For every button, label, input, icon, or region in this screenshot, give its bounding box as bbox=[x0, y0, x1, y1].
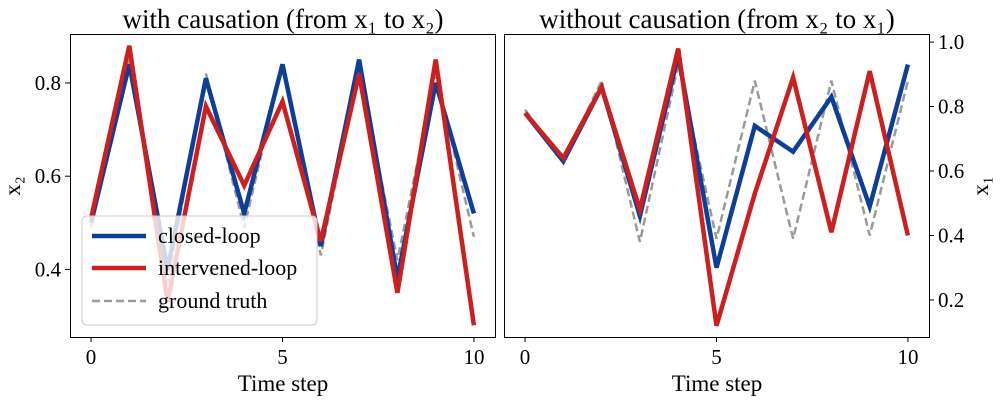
left-x-axis-label: Time step bbox=[238, 371, 329, 396]
left-y-tick-label: 0.8 bbox=[35, 71, 61, 95]
right-chart-panel: without causation (from x₂ to x₁) Time s… bbox=[504, 4, 993, 396]
left-x-tick-label: 10 bbox=[463, 345, 484, 369]
left-y-tick-label: 0.4 bbox=[35, 257, 62, 281]
right-ticks: 0 5 10 0.2 0.4 0.6 0.8 1.0 bbox=[520, 30, 965, 369]
left-y-axis-label: x₂ bbox=[0, 176, 25, 196]
right-y-tick-label: 0.4 bbox=[938, 223, 965, 247]
left-ticks: 0 5 10 0.4 0.6 0.8 bbox=[35, 71, 485, 369]
right-x-tick-label: 0 bbox=[520, 345, 531, 369]
legend-label-ground-truth: ground truth bbox=[158, 288, 267, 313]
left-x-tick-label: 5 bbox=[277, 345, 288, 369]
right-y-tick-label: 0.2 bbox=[938, 288, 964, 312]
right-series-intervened-loop-line bbox=[523, 47, 911, 327]
right-x-tick-label: 5 bbox=[711, 345, 722, 369]
left-y-tick-label: 0.6 bbox=[35, 164, 61, 188]
right-y-tick-label: 0.8 bbox=[938, 95, 964, 119]
left-x-tick-label: 0 bbox=[86, 345, 97, 369]
right-y-axis-label: x₁ bbox=[968, 176, 993, 196]
left-chart-panel: with causation (from x₁ to x₂) Time step… bbox=[0, 4, 496, 396]
right-plot-area bbox=[523, 47, 911, 327]
legend-box bbox=[81, 215, 318, 326]
legend-label-closed-loop: closed-loop bbox=[158, 223, 261, 248]
right-x-tick-label: 10 bbox=[897, 345, 918, 369]
right-chart-title: without causation (from x₂ to x₁) bbox=[539, 4, 895, 34]
right-y-tick-label: 0.6 bbox=[938, 159, 964, 183]
left-chart-title: with causation (from x₁ to x₂) bbox=[122, 4, 443, 34]
right-x-axis-label: Time step bbox=[672, 371, 763, 396]
legend: closed-loop intervened-loop ground truth bbox=[81, 215, 318, 326]
right-y-tick-label: 1.0 bbox=[938, 30, 964, 54]
legend-label-intervened-loop: intervened-loop bbox=[158, 255, 297, 280]
